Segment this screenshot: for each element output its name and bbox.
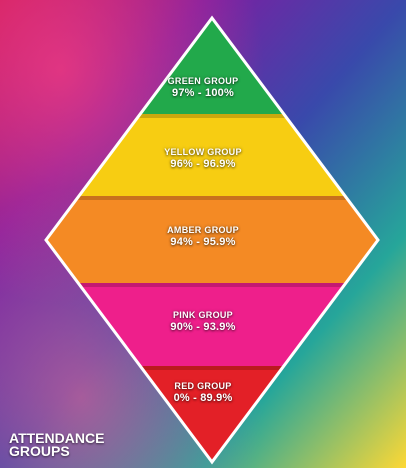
band-amber bbox=[46, 196, 378, 283]
caption: ATTENDANCE GROUPS bbox=[9, 430, 105, 459]
band-pink-shadow bbox=[46, 283, 378, 287]
band-yellow-shadow bbox=[46, 114, 378, 118]
group-yellow-label: YELLOW GROUP 96% - 96.9% bbox=[0, 147, 406, 170]
band-red-shadow bbox=[46, 366, 378, 370]
group-green-label: GREEN GROUP 97% - 100% bbox=[0, 76, 406, 99]
band-amber-shadow bbox=[46, 196, 378, 200]
group-amber-label: AMBER GROUP 94% - 95.9% bbox=[0, 225, 406, 248]
group-red-label: RED GROUP 0% - 89.9% bbox=[0, 381, 406, 404]
group-amber-range: 94% - 95.9% bbox=[170, 236, 236, 248]
caption-line-2: GROUPS bbox=[9, 443, 70, 459]
group-yellow-range: 96% - 96.9% bbox=[170, 158, 236, 170]
group-pink-label: PINK GROUP 90% - 93.9% bbox=[0, 310, 406, 333]
group-green-range: 97% - 100% bbox=[172, 87, 234, 99]
caption-line-1: ATTENDANCE bbox=[9, 430, 105, 446]
group-red-range: 0% - 89.9% bbox=[173, 392, 233, 404]
group-amber-name: AMBER GROUP bbox=[167, 225, 239, 235]
group-red-name: RED GROUP bbox=[174, 381, 232, 391]
group-yellow-name: YELLOW GROUP bbox=[164, 147, 242, 157]
group-pink-range: 90% - 93.9% bbox=[170, 321, 236, 333]
diamond-outline bbox=[44, 15, 380, 465]
group-green-name: GREEN GROUP bbox=[167, 76, 239, 86]
group-pink-name: PINK GROUP bbox=[172, 310, 233, 320]
